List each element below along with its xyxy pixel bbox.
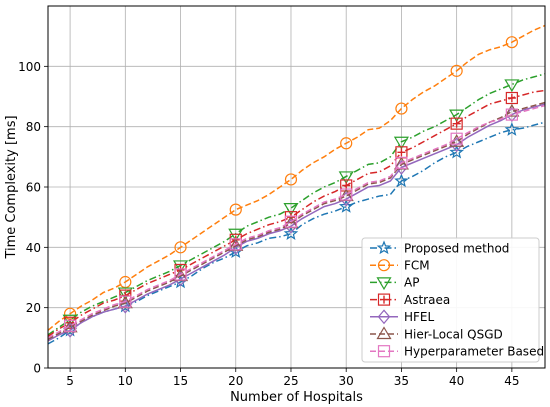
y-tick-label: 40 [26, 241, 41, 255]
plot-area [47, 24, 546, 345]
legend-label: Proposed method [404, 241, 509, 255]
legend-marker [377, 259, 391, 272]
data-point [449, 144, 464, 159]
y-tick-label: 20 [26, 301, 41, 315]
data-point [229, 203, 242, 216]
data-point [172, 260, 189, 274]
data-point [450, 117, 463, 130]
data-point [394, 173, 409, 188]
x-tick-label: 30 [339, 374, 354, 388]
data-point [283, 226, 299, 240]
legend-box [361, 237, 540, 363]
data-point [450, 64, 463, 77]
legend-label: HFEL [404, 310, 435, 324]
legend-item: FCM [370, 259, 430, 273]
legend-item: HFEL [370, 309, 435, 325]
y-tick-label: 0 [33, 362, 41, 376]
series-ap [47, 73, 546, 336]
data-point [338, 198, 354, 213]
x-tick-label: 40 [449, 374, 464, 388]
x-tick-label: 45 [504, 374, 519, 388]
data-point [340, 188, 353, 201]
legend-item: Proposed method [370, 240, 509, 255]
data-point [393, 136, 409, 150]
data-point [63, 319, 77, 332]
data-point [395, 102, 408, 115]
legend-label: Hyperparameter Based [404, 345, 544, 359]
y-tick-label: 60 [26, 181, 41, 195]
data-point [283, 203, 299, 216]
x-tick-label: 35 [394, 374, 409, 388]
data-point [504, 122, 520, 136]
data-point [119, 295, 132, 308]
x-tick-label: 25 [283, 374, 298, 388]
data-point [505, 108, 518, 121]
data-point [174, 268, 187, 281]
legend-label: FCM [404, 259, 430, 273]
legend-marker [377, 293, 391, 306]
legend-label: AP [404, 276, 419, 290]
data-point [174, 241, 187, 254]
axes-frame [47, 5, 546, 369]
legend-marker [376, 240, 392, 255]
x-tick-label: 10 [118, 374, 133, 388]
legend-marker [376, 277, 392, 291]
legend-label: Astraea [404, 293, 450, 307]
data-point [504, 79, 520, 93]
data-point [395, 146, 408, 159]
axis-ticks: 5 10 15 20 25 30 35 40 45 0 20 40 60 80 100 [18, 60, 519, 388]
legend-marker [377, 309, 391, 325]
data-point [395, 156, 408, 169]
data-point [505, 91, 518, 105]
legend-label: Hier-Local QSGD [404, 327, 503, 341]
x-axis-label: Number of Hospitals [230, 390, 363, 405]
legend-marker [377, 345, 391, 358]
legend-item: AP [370, 276, 419, 291]
data-point [284, 173, 298, 186]
y-tick-label: 100 [18, 60, 41, 74]
legend: Proposed method FCM AP Astraea HFEL Hier-Loca… [361, 237, 544, 363]
data-point [450, 132, 463, 145]
legend-item: Astraea [370, 293, 450, 307]
legend-item: Hyperparameter Based [370, 345, 544, 359]
series-hyperparameter-based [47, 104, 546, 339]
y-tick-label: 80 [26, 120, 41, 134]
y-axis-label: Time Complexity [ms] [4, 115, 19, 259]
data-point [229, 238, 242, 251]
x-tick-label: 5 [66, 374, 74, 388]
x-tick-label: 15 [173, 374, 188, 388]
data-point [340, 179, 353, 192]
legend-marker [376, 326, 392, 340]
data-point [340, 137, 353, 150]
data-point [504, 103, 520, 117]
data-point [505, 36, 518, 49]
data-point [338, 171, 354, 185]
data-point [449, 109, 465, 123]
legend-item: Hier-Local QSGD [370, 326, 503, 341]
x-tick-label: 20 [228, 374, 243, 388]
data-point [284, 215, 298, 228]
